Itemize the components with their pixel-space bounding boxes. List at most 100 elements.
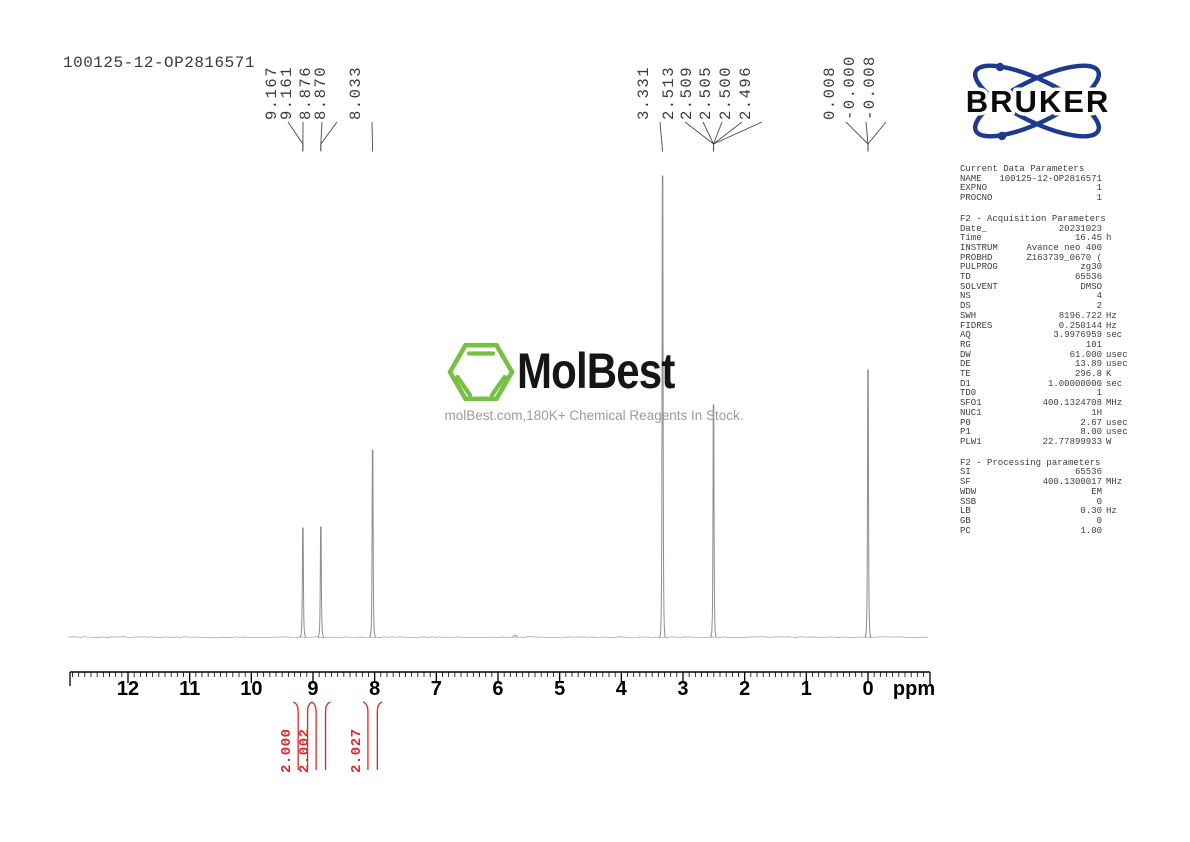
param-row: DW 61.000 usec — [960, 350, 1128, 361]
param-value: 1.00000000 — [1047, 378, 1102, 389]
param-section-title: F2 - Acquisition Parameters — [960, 213, 1106, 224]
param-label: GB — [960, 515, 971, 526]
peak-connector-line — [371, 121, 374, 152]
param-row: NUC1 1H — [960, 407, 1128, 419]
x-axis-unit-label: ppm — [892, 678, 936, 700]
param-label: Time — [960, 233, 982, 244]
param-row: PROBHD Z163739_0670 ( — [960, 252, 1128, 264]
param-value: 16.45 — [1074, 233, 1102, 244]
peak-shift-label: 2.500 — [717, 65, 735, 120]
param-unit — [1102, 194, 1128, 204]
param-row: INSTRUM Avance neo 400 — [960, 243, 1128, 254]
param-value: 0.250144 — [1058, 320, 1102, 331]
spectrum-peak — [369, 449, 377, 638]
param-label: EXPNO — [960, 183, 988, 194]
param-label: PULPROG — [960, 262, 998, 273]
param-value: 1H — [1091, 407, 1102, 418]
param-label: P1 — [960, 427, 971, 438]
x-axis-tick-label: 11 — [179, 678, 201, 700]
spectrum-peak — [659, 175, 667, 638]
param-row: DS 2 — [960, 301, 1128, 312]
param-row: TD 65536 — [960, 272, 1128, 283]
param-unit: MHz — [1106, 398, 1123, 409]
param-row: SF 400.1300017 MHz — [960, 477, 1128, 488]
param-row: SOLVENT DMSO — [960, 281, 1128, 293]
peak-connector-line — [865, 121, 869, 145]
param-row: SSB 0 — [960, 496, 1128, 508]
param-value: 1.00 — [1080, 525, 1102, 536]
param-unit — [1102, 292, 1128, 302]
param-row: SWH 8196.722 Hz — [960, 311, 1128, 322]
param-unit: Hz — [1106, 320, 1117, 331]
param-label: RG — [960, 339, 971, 350]
param-value: 65536 — [1074, 272, 1102, 283]
spectrum-peak — [299, 527, 307, 638]
spectrum-peak — [864, 369, 872, 638]
param-label: NS — [960, 291, 971, 302]
param-row: PULPROG zg30 — [960, 263, 1128, 273]
integral-bracket — [324, 701, 331, 770]
param-unit: MHz — [1106, 477, 1123, 488]
param-value: 100125-12-OP2816571 — [999, 173, 1102, 184]
param-unit — [1102, 517, 1128, 527]
param-unit — [1102, 283, 1128, 293]
param-row: NS 4 — [960, 292, 1128, 302]
baseline — [67, 636, 929, 639]
param-unit — [1102, 184, 1128, 194]
param-row: LB 0.30 Hz — [960, 506, 1128, 517]
param-label: Date_ — [960, 223, 988, 234]
param-value: Z163739_0670 ( — [1026, 252, 1102, 263]
param-row: DE 13.89 usec — [960, 360, 1128, 370]
param-value: 0 — [1096, 515, 1102, 526]
param-unit — [1102, 263, 1128, 273]
param-value: 101 — [1085, 339, 1102, 350]
param-label: NAME — [960, 173, 982, 184]
param-value: 0 — [1096, 496, 1102, 507]
x-axis-tick-label: 3 — [677, 678, 689, 700]
spectrum-peak — [317, 526, 325, 638]
peak-connector-line — [713, 121, 763, 145]
param-value: EM — [1091, 486, 1102, 497]
x-axis-tick-label: 8 — [369, 678, 381, 700]
peak-connector-line — [287, 121, 304, 145]
peak-shift-label: 3.331 — [635, 65, 653, 120]
param-row: NAME 100125-12-OP2816571 — [960, 173, 1128, 185]
param-row: D1 1.00000000 sec — [960, 378, 1128, 390]
param-value: 13.89 — [1074, 359, 1102, 370]
parameter-panel: Current Data Parameters NAME 100125-12-OP2… — [960, 164, 1128, 536]
param-value: zg30 — [1080, 262, 1102, 273]
param-label: PC — [960, 525, 971, 536]
sample-id: 100125-12-OP2816571 — [63, 54, 255, 72]
param-label: PROCNO — [960, 193, 993, 204]
param-value: DMSO — [1080, 281, 1102, 292]
param-unit: usec — [1106, 427, 1128, 438]
param-row: P0 2.67 usec — [960, 417, 1128, 429]
orbit-dot — [995, 62, 1005, 72]
integral-bracket — [376, 701, 383, 770]
peak-shift-label: 2.505 — [697, 65, 715, 120]
param-row: RG 101 — [960, 339, 1128, 351]
param-value: 65536 — [1074, 467, 1102, 478]
peak-shift-label: 0.008 — [821, 65, 839, 120]
peak-connector-line — [713, 121, 743, 145]
param-unit — [1102, 175, 1128, 185]
param-unit: sec — [1106, 330, 1123, 341]
x-axis-tick-label: 6 — [492, 678, 504, 700]
peak-shift-label: -0.000 — [841, 55, 859, 120]
param-row: TD0 1 — [960, 389, 1128, 399]
param-label: SFO1 — [960, 398, 982, 409]
param-value: 296.8 — [1074, 369, 1102, 380]
param-row: P1 8.00 usec — [960, 428, 1128, 438]
param-row: Date_ 20231023 — [960, 223, 1128, 235]
peak-connector-line — [684, 121, 714, 145]
molbest-hexagon-icon — [447, 342, 515, 402]
param-row: EXPNO 1 — [960, 184, 1128, 194]
peak-connector-line — [702, 121, 714, 145]
param-label: P0 — [960, 417, 971, 428]
param-label: SI — [960, 467, 971, 478]
param-value: 1 — [1096, 388, 1102, 399]
param-value: 2.67 — [1080, 417, 1102, 428]
peak-shift-label: 9.161 — [278, 65, 296, 120]
